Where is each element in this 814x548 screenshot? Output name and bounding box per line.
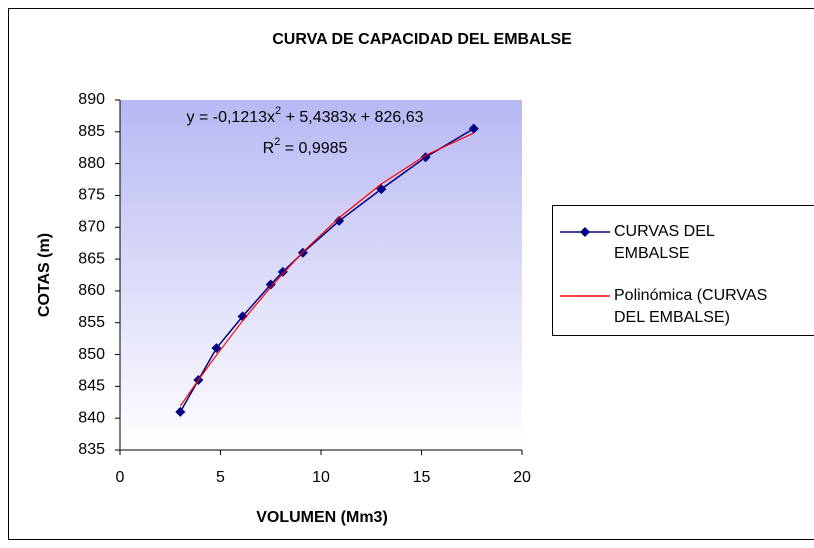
data-point [175, 406, 186, 417]
y-tick-label: 875 [78, 187, 105, 204]
legend-label: Polinómica (CURVAS DEL EMBALSE) [614, 287, 768, 326]
plot-area [120, 100, 522, 450]
annotation-text: y = -0,1213x [187, 109, 276, 126]
y-tick-label: 870 [78, 218, 105, 235]
series-line [179, 132, 475, 407]
trendline-annotation: y = -0,1213x2 + 5,4383x + 826,63 [187, 105, 424, 126]
superscript: 2 [275, 105, 281, 117]
x-tick-label: 5 [216, 469, 225, 486]
x-tick-label: 10 [312, 469, 330, 486]
y-tick-label: 845 [78, 378, 105, 395]
legend-box [552, 205, 814, 336]
legend-label: CURVAS DEL EMBALSE [614, 223, 715, 262]
y-tick-label: 855 [78, 314, 105, 331]
superscript: 2 [274, 136, 280, 148]
legend-marker [580, 227, 590, 237]
x-tick-label: 15 [413, 469, 431, 486]
y-tick-label: 840 [78, 409, 105, 426]
y-tick-label: 860 [78, 282, 105, 299]
data-point [334, 215, 345, 226]
chart-title: CURVA DE CAPACIDAD DEL EMBALSE [272, 31, 572, 48]
x-tick-label: 20 [513, 469, 531, 486]
y-tick-label: 890 [78, 91, 105, 108]
x-tick-label: 0 [116, 469, 125, 486]
y-tick-label: 835 [78, 441, 105, 458]
y-axis-label: COTAS (m) [36, 233, 53, 317]
data-point [468, 123, 479, 134]
data-point [237, 311, 248, 322]
data-point [265, 279, 276, 290]
y-tick-label: 885 [78, 123, 105, 140]
annotation-text: R [263, 140, 275, 157]
y-tick-label: 865 [78, 250, 105, 267]
x-axis-label: VOLUMEN (Mm3) [256, 509, 388, 526]
trendline-annotation: R2 = 0,9985 [263, 136, 348, 157]
annotation-text: + 5,4383x + 826,63 [281, 109, 423, 126]
annotation-text: = 0,9985 [280, 140, 347, 157]
data-point [277, 266, 288, 277]
y-tick-label: 880 [78, 155, 105, 172]
y-tick-label: 850 [78, 346, 105, 363]
data-point [211, 343, 222, 354]
